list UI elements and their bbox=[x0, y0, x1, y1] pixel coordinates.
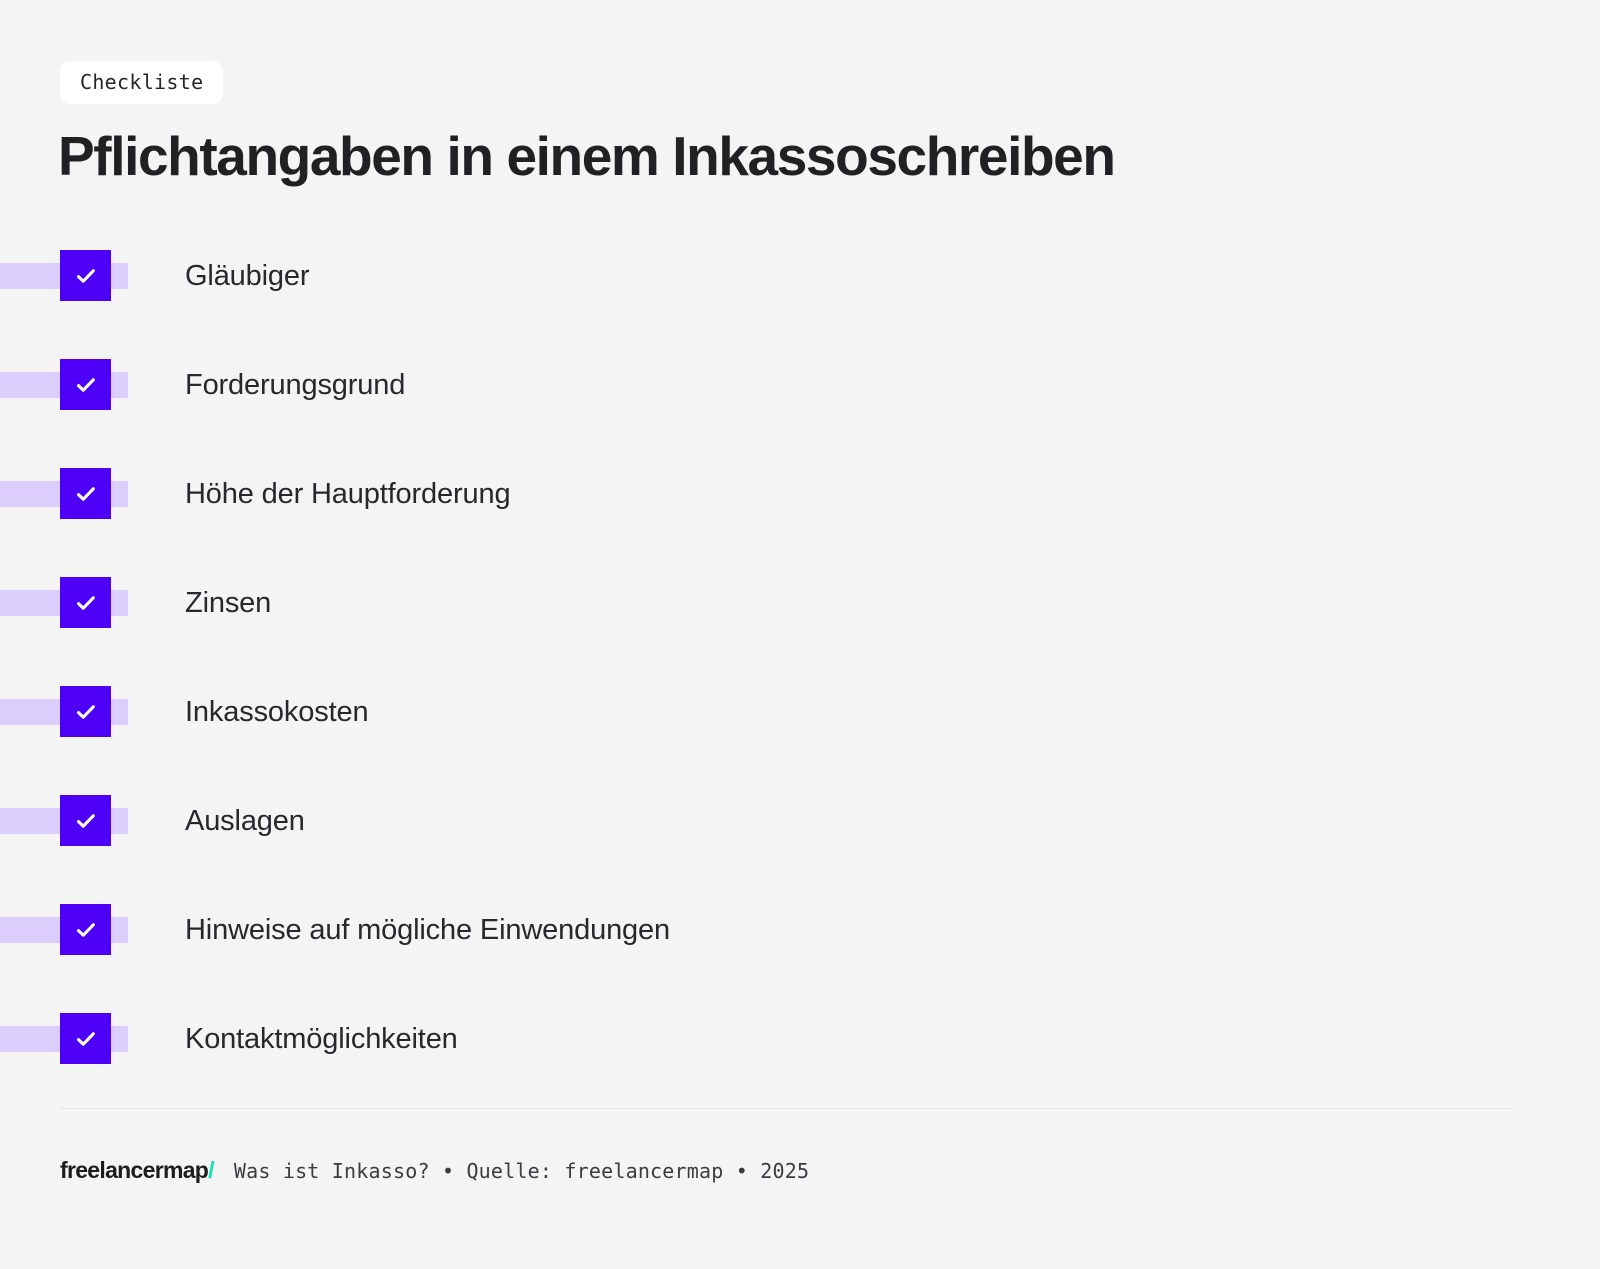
checklist-item-label: Gläubiger bbox=[185, 260, 310, 292]
checklist-item-label: Auslagen bbox=[185, 805, 305, 837]
checkbox-checked[interactable] bbox=[60, 1013, 111, 1064]
check-icon bbox=[76, 813, 95, 828]
checklist-row[interactable]: Forderungsgrund bbox=[0, 355, 1600, 464]
checkbox-checked[interactable] bbox=[60, 468, 111, 519]
checklist-row[interactable]: Kontaktmöglichkeiten bbox=[0, 1009, 1600, 1118]
checklist-item-label: Forderungsgrund bbox=[185, 369, 406, 401]
checkbox-checked[interactable] bbox=[60, 359, 111, 410]
check-icon bbox=[76, 486, 95, 501]
checklist-row[interactable]: Höhe der Hauptforderung bbox=[0, 464, 1600, 573]
checklist-row[interactable]: Auslagen bbox=[0, 791, 1600, 900]
brand-logo-slash: / bbox=[208, 1157, 214, 1183]
checklist-row[interactable]: Inkassokosten bbox=[0, 682, 1600, 791]
checklist-item-label: Inkassokosten bbox=[185, 696, 369, 728]
checklist-row[interactable]: Hinweise auf mögliche Einwendungen bbox=[0, 900, 1600, 1009]
checklist-row[interactable]: Zinsen bbox=[0, 573, 1600, 682]
check-icon bbox=[76, 922, 95, 937]
checklist-item-label: Kontaktmöglichkeiten bbox=[185, 1023, 458, 1055]
checkbox-checked[interactable] bbox=[60, 795, 111, 846]
checklist-item-label: Zinsen bbox=[185, 587, 272, 619]
page-title: Pflichtangaben in einem Inkassoschreiben bbox=[58, 125, 1116, 187]
brand-logo-text: freelancermap bbox=[60, 1157, 209, 1183]
checkbox-checked[interactable] bbox=[60, 904, 111, 955]
checklist-row[interactable]: Gläubiger bbox=[0, 246, 1600, 355]
checkbox-checked[interactable] bbox=[60, 250, 111, 301]
checklist: Gläubiger Forderungsgrund Höhe der Hauptfo… bbox=[0, 246, 1600, 1118]
checklist-item-label: Hinweise auf mögliche Einwendungen bbox=[185, 914, 670, 946]
checkbox-checked[interactable] bbox=[60, 686, 111, 737]
checkbox-checked[interactable] bbox=[60, 577, 111, 628]
checklist-badge: Checkliste bbox=[60, 61, 224, 104]
brand-logo: freelancermap/ bbox=[60, 1156, 215, 1184]
check-icon bbox=[76, 1031, 95, 1046]
check-icon bbox=[76, 704, 95, 719]
footer: freelancermap/ Was ist Inkasso? • Quelle… bbox=[60, 1156, 809, 1185]
footer-divider bbox=[60, 1108, 1512, 1109]
check-icon bbox=[76, 595, 95, 610]
check-icon bbox=[76, 268, 95, 283]
check-icon bbox=[76, 377, 95, 392]
footer-source-text: Was ist Inkasso? • Quelle: freelancermap… bbox=[233, 1159, 810, 1183]
badge-container: Checkliste bbox=[60, 61, 224, 104]
checklist-item-label: Höhe der Hauptforderung bbox=[185, 478, 511, 510]
